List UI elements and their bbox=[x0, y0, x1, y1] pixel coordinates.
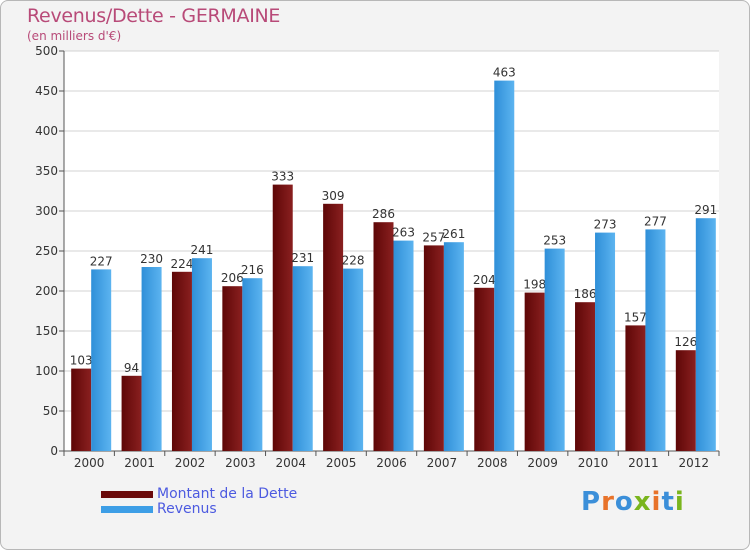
x-tick-label: 2008 bbox=[477, 456, 508, 470]
y-tick-label: 300 bbox=[35, 204, 58, 218]
x-tick-label: 2004 bbox=[275, 456, 306, 470]
bar-dette bbox=[373, 222, 394, 451]
bar-dette bbox=[222, 286, 243, 451]
x-tick-label: 2010 bbox=[578, 456, 609, 470]
y-tick-label: 0 bbox=[50, 444, 58, 458]
data-label: 333 bbox=[271, 170, 294, 184]
bar-revenus bbox=[242, 278, 263, 451]
x-tick-label: 2009 bbox=[527, 456, 558, 470]
bar-dette bbox=[272, 184, 293, 451]
logo-letter: t bbox=[661, 487, 675, 517]
legend-swatch-revenus bbox=[101, 506, 153, 513]
bar-dette bbox=[121, 375, 142, 451]
y-tick-label: 100 bbox=[35, 364, 58, 378]
bar-dette bbox=[423, 245, 444, 451]
logo-letter: i bbox=[674, 487, 685, 517]
bar-revenus bbox=[443, 242, 464, 451]
data-label: 230 bbox=[140, 252, 163, 266]
x-tick-label: 2012 bbox=[679, 456, 710, 470]
data-label: 257 bbox=[422, 230, 445, 244]
x-tick-label: 2005 bbox=[326, 456, 357, 470]
logo-letter: P bbox=[581, 487, 602, 517]
chart-subtitle: (en milliers d'€) bbox=[27, 29, 122, 43]
data-label: 231 bbox=[291, 251, 314, 265]
data-label: 261 bbox=[442, 227, 465, 241]
bar-dette bbox=[171, 271, 192, 451]
logo-letter: o bbox=[614, 487, 634, 517]
data-label: 309 bbox=[322, 189, 345, 203]
data-label: 241 bbox=[191, 243, 214, 257]
data-label: 228 bbox=[342, 254, 365, 268]
data-label: 198 bbox=[523, 278, 546, 292]
data-label: 463 bbox=[493, 66, 516, 80]
data-label: 286 bbox=[372, 207, 395, 221]
y-tick-label: 150 bbox=[35, 324, 58, 338]
chart-title: Revenus/Dette - GERMAINE bbox=[27, 5, 281, 27]
bar-revenus bbox=[494, 80, 515, 451]
x-tick-label: 2001 bbox=[124, 456, 155, 470]
x-tick-label: 2007 bbox=[427, 456, 458, 470]
y-tick-label: 200 bbox=[35, 284, 58, 298]
bar-dette bbox=[474, 287, 495, 451]
bar-revenus bbox=[695, 218, 716, 451]
legend-label-revenus: Revenus bbox=[157, 501, 217, 517]
data-label: 273 bbox=[594, 218, 617, 232]
y-tick-label: 350 bbox=[35, 164, 58, 178]
data-label: 253 bbox=[543, 234, 566, 248]
data-label: 206 bbox=[221, 271, 244, 285]
data-label: 227 bbox=[90, 254, 113, 268]
bar-revenus bbox=[595, 232, 616, 451]
bar-dette bbox=[524, 292, 545, 451]
proxiti-logo: Proxiti bbox=[581, 487, 685, 517]
bar-revenus bbox=[141, 267, 162, 451]
data-label: 224 bbox=[171, 257, 194, 271]
x-tick-label: 2006 bbox=[376, 456, 407, 470]
y-tick-label: 500 bbox=[35, 44, 58, 58]
y-tick-label: 250 bbox=[35, 244, 58, 258]
legend-label-dette: Montant de la Dette bbox=[157, 486, 298, 502]
data-label: 94 bbox=[124, 361, 139, 375]
y-tick-label: 450 bbox=[35, 84, 58, 98]
bar-dette bbox=[675, 350, 696, 451]
data-label: 277 bbox=[644, 214, 667, 228]
bar-revenus bbox=[393, 240, 414, 451]
logo-letter: i bbox=[651, 487, 662, 517]
bar-dette bbox=[625, 325, 646, 451]
y-tick-label: 50 bbox=[43, 404, 58, 418]
x-tick-label: 2003 bbox=[225, 456, 256, 470]
bar-revenus bbox=[544, 248, 565, 451]
data-label: 291 bbox=[694, 203, 717, 217]
data-label: 216 bbox=[241, 263, 264, 277]
bar-revenus bbox=[645, 229, 666, 451]
bar-revenus bbox=[91, 269, 112, 451]
x-tick-label: 2000 bbox=[74, 456, 105, 470]
data-label: 186 bbox=[574, 287, 597, 301]
bar-revenus bbox=[191, 258, 212, 451]
data-label: 126 bbox=[674, 335, 697, 349]
bar-dette bbox=[71, 368, 92, 451]
data-label: 157 bbox=[624, 310, 647, 324]
logo-letter: r bbox=[601, 487, 615, 517]
data-label: 263 bbox=[392, 226, 415, 240]
bar-revenus bbox=[292, 266, 313, 451]
y-tick-label: 400 bbox=[35, 124, 58, 138]
logo-letter: x bbox=[633, 487, 652, 517]
bar-dette bbox=[323, 203, 344, 451]
legend-swatch-dette bbox=[101, 491, 153, 498]
x-tick-label: 2011 bbox=[628, 456, 659, 470]
data-label: 204 bbox=[473, 273, 496, 287]
data-label: 103 bbox=[70, 354, 93, 368]
bar-revenus bbox=[343, 268, 364, 451]
x-tick-label: 2002 bbox=[175, 456, 206, 470]
bar-dette bbox=[575, 302, 596, 451]
